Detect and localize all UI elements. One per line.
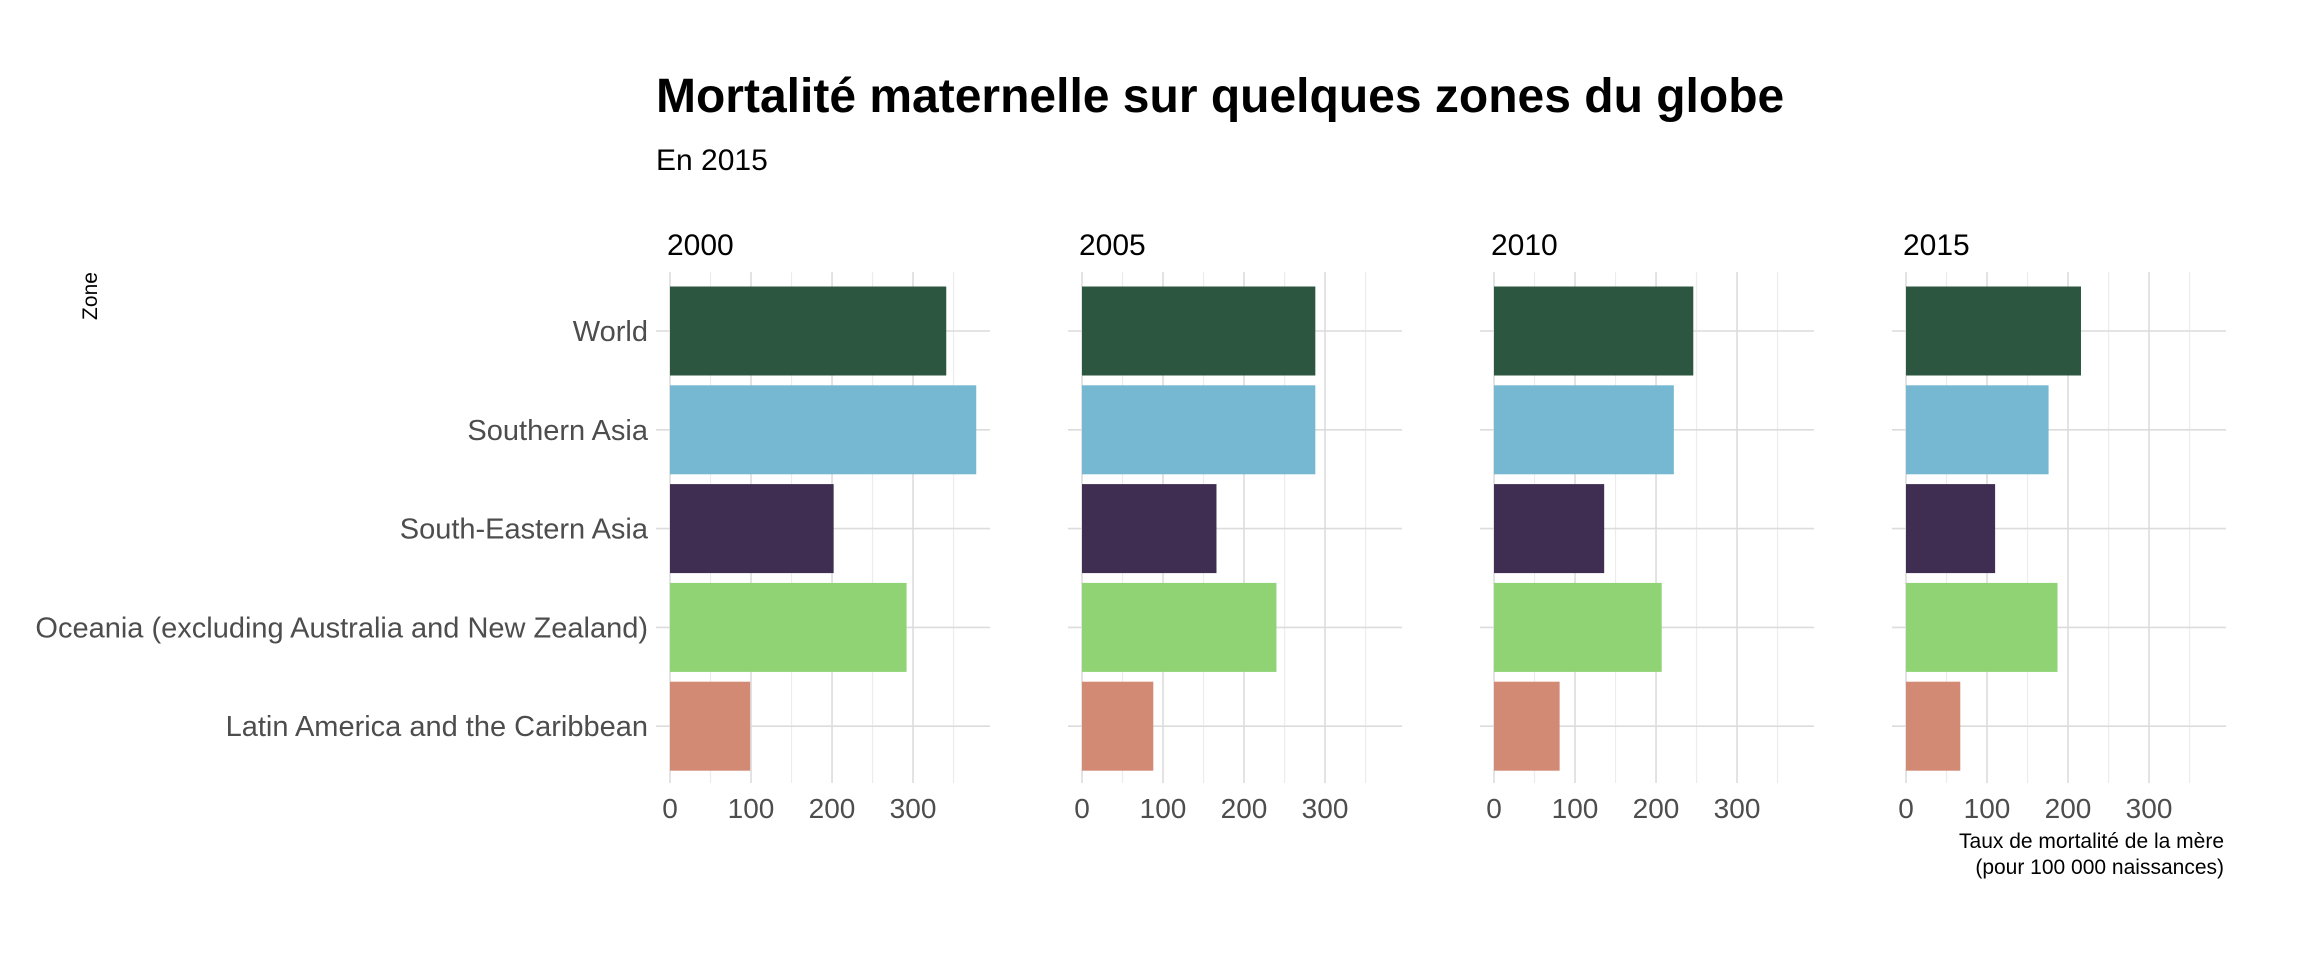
x-tick-label: 100	[1552, 793, 1599, 824]
x-axis-title-line-1: Taux de mortalité de la mère	[1959, 830, 2224, 853]
facet-label: 2005	[1079, 229, 1146, 262]
x-tick-label: 100	[728, 793, 775, 824]
x-tick-label: 300	[890, 793, 937, 824]
bar	[1906, 484, 1996, 574]
bar	[1082, 681, 1154, 771]
bar	[1082, 286, 1316, 376]
facet-label: 2000	[667, 229, 734, 262]
bar	[1082, 385, 1316, 475]
x-tick-label: 0	[1898, 793, 1914, 824]
x-tick-label: 0	[1074, 793, 1090, 824]
bar	[1906, 681, 1961, 771]
chart-title: Mortalité maternelle sur quelques zones …	[656, 70, 1784, 123]
category-label: South-Eastern Asia	[400, 514, 649, 546]
bar	[1082, 582, 1277, 672]
x-tick-label: 300	[2126, 793, 2173, 824]
bar	[670, 484, 834, 574]
x-tick-label: 300	[1302, 793, 1349, 824]
facet-panel-2000: 2000 0 100 200 300	[656, 229, 990, 824]
bar	[1906, 582, 2058, 672]
facet-panel-2005: 2005 0 100 200 300	[1068, 229, 1402, 824]
x-tick-label: 200	[2045, 793, 2092, 824]
x-tick-label: 300	[1714, 793, 1761, 824]
bar	[1082, 484, 1217, 574]
x-tick-label: 100	[1140, 793, 1187, 824]
bar	[670, 286, 947, 376]
x-tick-label: 200	[1633, 793, 1680, 824]
y-axis-title: Zone	[79, 272, 102, 320]
category-label: Oceania (excluding Australia and New Zea…	[35, 612, 648, 644]
x-tick-label: 0	[662, 793, 678, 824]
bar	[1494, 286, 1694, 376]
x-tick-label: 100	[1964, 793, 2011, 824]
bar	[1494, 582, 1662, 672]
facet-panel-2010: 2010 0 100 200 300	[1480, 229, 1814, 824]
bar	[1494, 484, 1605, 574]
x-tick-label: 0	[1486, 793, 1502, 824]
category-label: Southern Asia	[467, 415, 648, 447]
category-label: Latin America and the Caribbean	[226, 711, 648, 743]
bar	[670, 385, 977, 475]
bar	[1906, 286, 2081, 376]
x-tick-label: 200	[809, 793, 856, 824]
facet-label: 2015	[1903, 229, 1970, 262]
bar	[670, 582, 907, 672]
facet-label: 2010	[1491, 229, 1558, 262]
x-tick-label: 200	[1221, 793, 1268, 824]
facet-panel-2015: 2015 0 100 200 300	[1892, 229, 2226, 824]
x-axis-title-line-2: (pour 100 000 naissances)	[1975, 856, 2224, 879]
category-label: World	[573, 316, 648, 348]
bar	[1494, 385, 1674, 475]
chart-subtitle: En 2015	[656, 144, 768, 177]
bar	[1906, 385, 2049, 475]
category-labels: World Southern Asia South-Eastern Asia Ocea…	[35, 316, 648, 743]
bar	[670, 681, 751, 771]
bar	[1494, 681, 1560, 771]
